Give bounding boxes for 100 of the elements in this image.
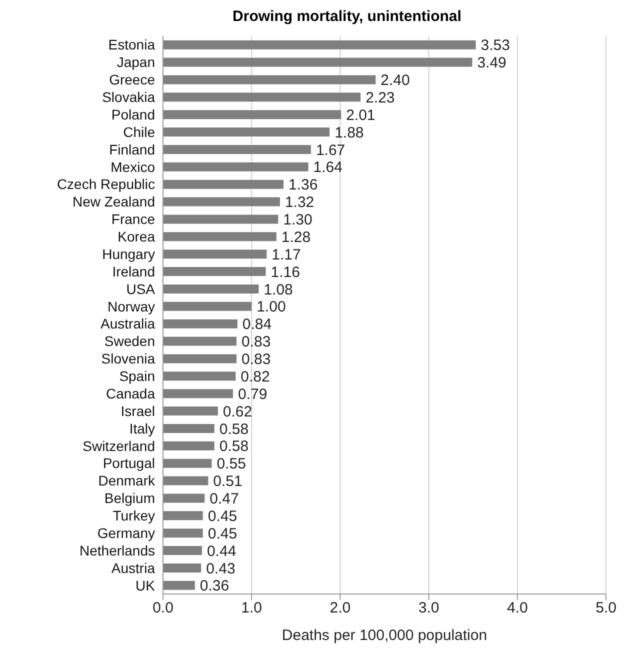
bar	[163, 319, 238, 328]
bar	[163, 267, 266, 276]
x-tick-label: 4.0	[506, 600, 528, 617]
bar	[163, 232, 276, 242]
y-tick-label: Ireland	[112, 263, 155, 280]
y-tick-label: Portugal	[102, 455, 155, 472]
bar	[163, 563, 202, 572]
chart-title: Drowing mortality, unintentional	[232, 8, 462, 27]
y-tick-label: USA	[126, 280, 156, 297]
bar	[163, 58, 472, 67]
data-label: 0.58	[219, 420, 249, 438]
y-tick-label: Germany	[97, 524, 155, 541]
y-tick-label: Japan	[116, 54, 155, 70]
y-tick-label: Austria	[111, 560, 156, 576]
y-tick-label: Switzerland	[82, 438, 155, 454]
data-label: 3.49	[477, 54, 506, 72]
y-tick-label: Belgium	[104, 490, 155, 506]
data-label: 1.64	[313, 159, 343, 176]
bar	[163, 389, 233, 398]
bar	[163, 110, 342, 120]
data-label: 1.67	[316, 142, 346, 159]
y-tick-label: Denmark	[98, 472, 156, 489]
y-tick-label: Netherlands	[80, 542, 155, 558]
bar	[163, 476, 208, 486]
y-tick-label: UK	[136, 577, 156, 594]
bar	[163, 302, 252, 311]
x-tick-label: 0.0	[152, 600, 174, 617]
y-tick-label: New Zealand	[72, 194, 155, 210]
x-tick-label: 5.0	[596, 600, 616, 617]
y-tick-label: Poland	[111, 106, 155, 122]
bar	[163, 511, 203, 520]
data-label: 1.30	[283, 212, 312, 229]
bar	[163, 406, 218, 416]
data-label: 1.36	[288, 176, 318, 194]
bar	[163, 214, 278, 224]
y-tick-label: Slovakia	[102, 89, 156, 105]
y-tick-label: Hungary	[102, 246, 155, 262]
data-label: 0.79	[238, 386, 268, 403]
bar	[163, 40, 476, 50]
data-label: 1.88	[334, 124, 364, 142]
bar	[163, 92, 361, 102]
bar	[163, 162, 308, 172]
data-label: 0.43	[206, 560, 236, 578]
data-label: 1.28	[281, 228, 311, 246]
data-label: 2.40	[380, 72, 410, 90]
data-label: 0.55	[216, 456, 246, 473]
bar	[163, 128, 330, 137]
y-tick-label: Mexico	[110, 158, 156, 175]
bar	[163, 372, 236, 381]
data-label: 1.00	[256, 298, 286, 316]
data-label: 0.51	[213, 473, 242, 490]
x-tick-label: 3.0	[418, 600, 440, 617]
y-tick-label: Australia	[100, 316, 156, 332]
data-label: 0.58	[219, 438, 249, 456]
y-tick-label: Estonia	[108, 36, 156, 53]
bar	[163, 354, 237, 364]
y-tick-label: Finland	[109, 141, 155, 158]
y-tick-label: Sweden	[104, 333, 155, 350]
y-tick-label: Turkey	[112, 508, 155, 524]
bar	[163, 250, 267, 259]
data-label: 2.23	[366, 89, 395, 106]
data-label: 3.53	[480, 37, 510, 54]
bar	[163, 458, 212, 468]
y-tick-label: France	[111, 211, 156, 228]
data-label: 0.47	[210, 490, 239, 508]
y-tick-label: Spain	[119, 368, 155, 384]
data-label: 1.17	[272, 246, 301, 264]
data-label: 1.32	[284, 194, 314, 212]
y-tick-label: Norway	[108, 298, 155, 314]
y-tick-label: Czech Republic	[56, 176, 155, 192]
data-label: 0.83	[242, 334, 271, 351]
y-tick-label: Canada	[106, 385, 156, 402]
x-tick-label: 2.0	[330, 600, 351, 617]
data-label: 1.08	[264, 281, 293, 298]
bar	[163, 197, 280, 206]
data-label: 0.45	[208, 508, 238, 525]
data-label: 0.45	[208, 525, 238, 542]
bar	[163, 546, 202, 556]
y-tick-label: Italy	[129, 420, 155, 436]
bar	[163, 180, 284, 189]
y-tick-label: Chile	[123, 124, 156, 140]
data-label: 0.84	[242, 316, 272, 334]
y-tick-label: Slovenia	[101, 350, 156, 367]
bar	[163, 494, 205, 503]
x-axis-title: Deaths per 100,000 population	[282, 627, 488, 644]
bar	[163, 580, 195, 590]
bar	[163, 144, 311, 154]
x-tick-label: 1.0	[241, 600, 262, 617]
data-label: 0.36	[200, 578, 230, 595]
data-label: 0.44	[206, 542, 236, 560]
bar	[163, 336, 237, 346]
y-tick-label: Korea	[118, 228, 156, 244]
bar	[163, 424, 214, 433]
data-label: 0.82	[240, 368, 270, 386]
y-tick-label: Israel	[120, 402, 155, 419]
bar	[163, 528, 203, 538]
bar	[163, 441, 214, 450]
data-label: 1.16	[270, 264, 300, 281]
data-label: 0.83	[242, 351, 271, 368]
data-label: 2.01	[346, 106, 376, 124]
